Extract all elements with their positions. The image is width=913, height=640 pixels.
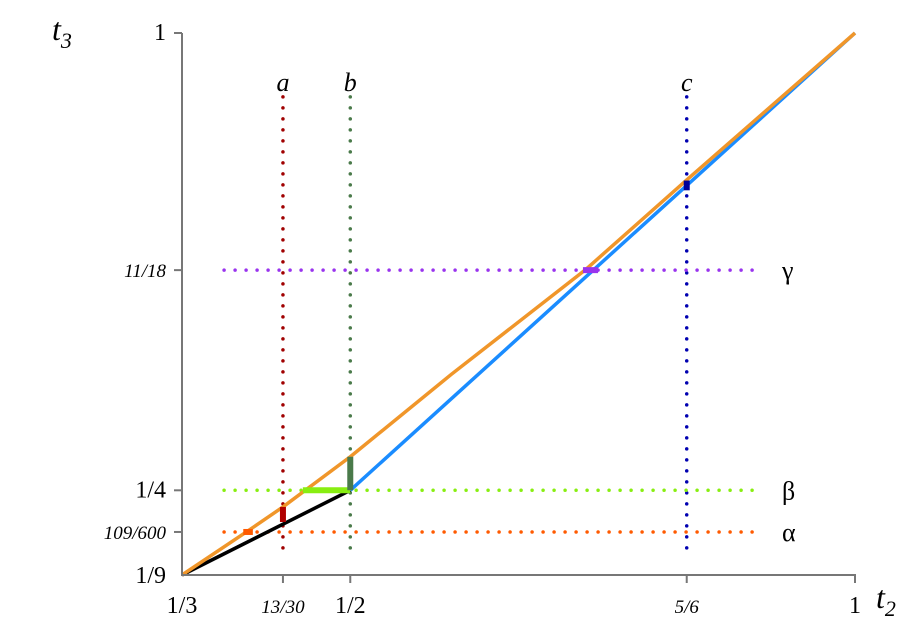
ticks: 1/3 13/30 1/2 5/6 1 1/9 109/600 1/4 11/18 1 [104,20,861,619]
x-tick-label: 13/30 [261,597,305,618]
guide-label: β [782,476,795,505]
y-tick-label: 109/600 [104,523,167,544]
guide-label: α [782,518,796,547]
guide-label-c: c [681,68,693,97]
axes [181,33,856,576]
y-tick-label: 11/18 [124,261,166,282]
y-tick-label: 1 [154,20,166,46]
curve-1 [349,31,857,492]
guide-label-a: a [276,68,289,97]
guide-lines: a b c γ βα [222,68,796,550]
guide-label: γ [781,256,794,285]
x-tick-label: 1/3 [167,593,198,619]
x-tick-label: 1 [849,593,861,619]
y-axis-label: t3 [52,11,72,53]
curves [181,31,857,577]
y-tick-label: 1/9 [135,563,166,589]
x-tick-label: 1/2 [335,593,366,619]
guide-label-b: b [344,68,357,97]
y-tick-label: 1/4 [135,477,166,503]
curve-0 [181,488,352,577]
highlight-segments [243,180,690,535]
curve-2 [181,31,857,577]
x-tick-label: 5/6 [675,597,700,618]
x-axis-label: t2 [876,579,896,621]
